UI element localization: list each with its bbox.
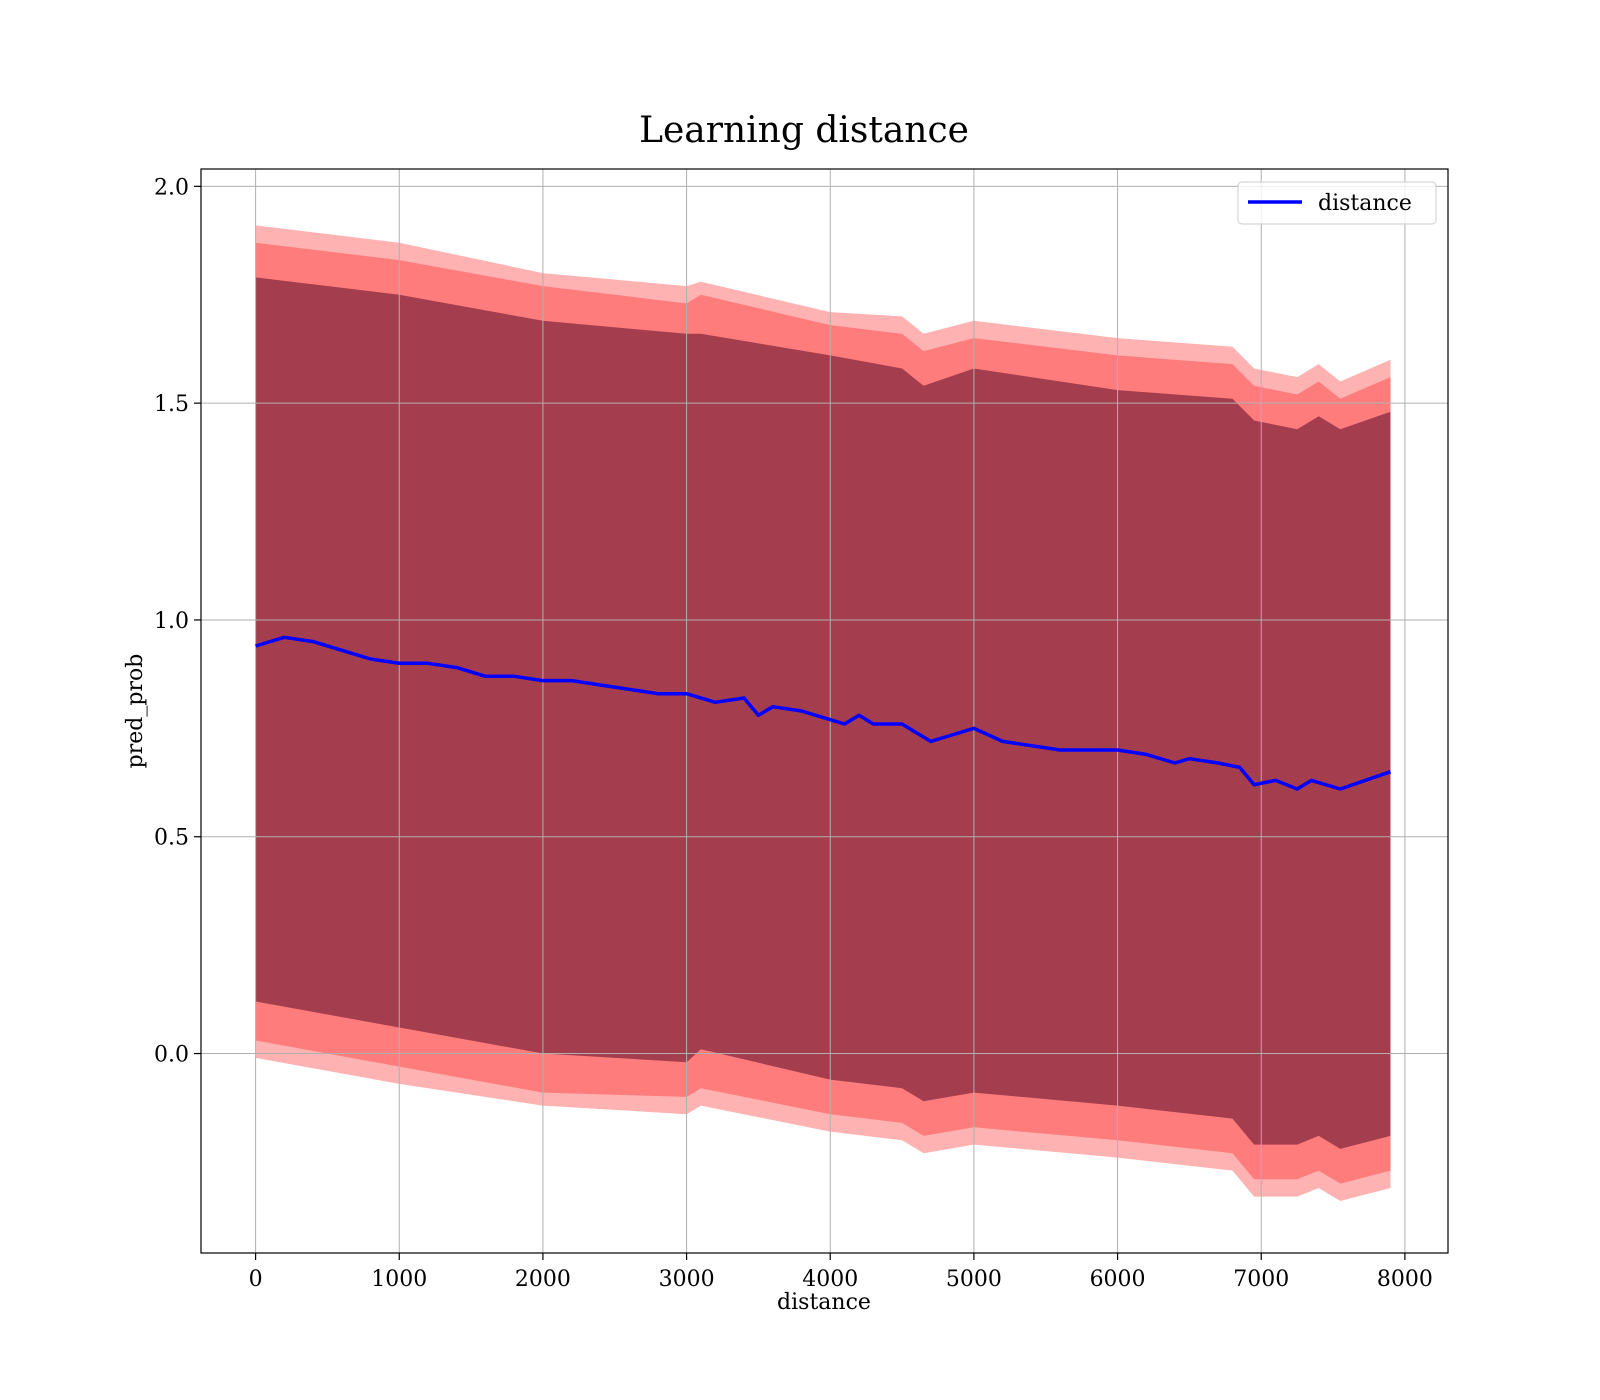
y-tick-label-0: 0.0	[154, 1043, 189, 1068]
x-tick-label-8: 8000	[1377, 1267, 1433, 1292]
y-axis-ticks: 0.0 0.5 1.0 1.5 2.0	[154, 175, 201, 1068]
plot-frame	[200, 168, 1449, 1254]
x-tick-label-4: 4000	[802, 1267, 858, 1292]
legend-label: distance	[1318, 191, 1412, 216]
series-line-0	[255, 635, 1392, 791]
y-tick-label-4: 2.0	[154, 175, 189, 200]
y-tick-label-1: 0.5	[154, 826, 189, 851]
y-axis-label: pred_prob	[123, 654, 148, 769]
x-tick-label-1: 1000	[371, 1267, 427, 1292]
series-lines	[255, 635, 1392, 791]
legend-box	[1237, 181, 1437, 225]
x-tick-label-6: 6000	[1090, 1267, 1146, 1292]
x-tick-label-5: 5000	[946, 1267, 1002, 1292]
y-tick-label-3: 1.5	[154, 392, 189, 417]
x-tick-label-0: 0	[249, 1267, 263, 1292]
y-tick-label-2: 1.0	[154, 609, 189, 634]
chart-title: Learning distance	[639, 110, 969, 151]
confidence-band-2	[255, 277, 1391, 1149]
x-tick-label-7: 7000	[1233, 1267, 1289, 1292]
x-tick-label-2: 2000	[515, 1267, 571, 1292]
confidence-bands	[255, 225, 1391, 1201]
legend: distance	[1237, 181, 1437, 225]
x-axis-ticks: 0 1000 2000 3000 4000 5000 6000 7000 8000	[249, 1253, 1433, 1292]
x-axis-label: distance	[777, 1290, 871, 1315]
grid-lines	[201, 169, 1448, 1253]
x-tick-label-3: 3000	[659, 1267, 715, 1292]
